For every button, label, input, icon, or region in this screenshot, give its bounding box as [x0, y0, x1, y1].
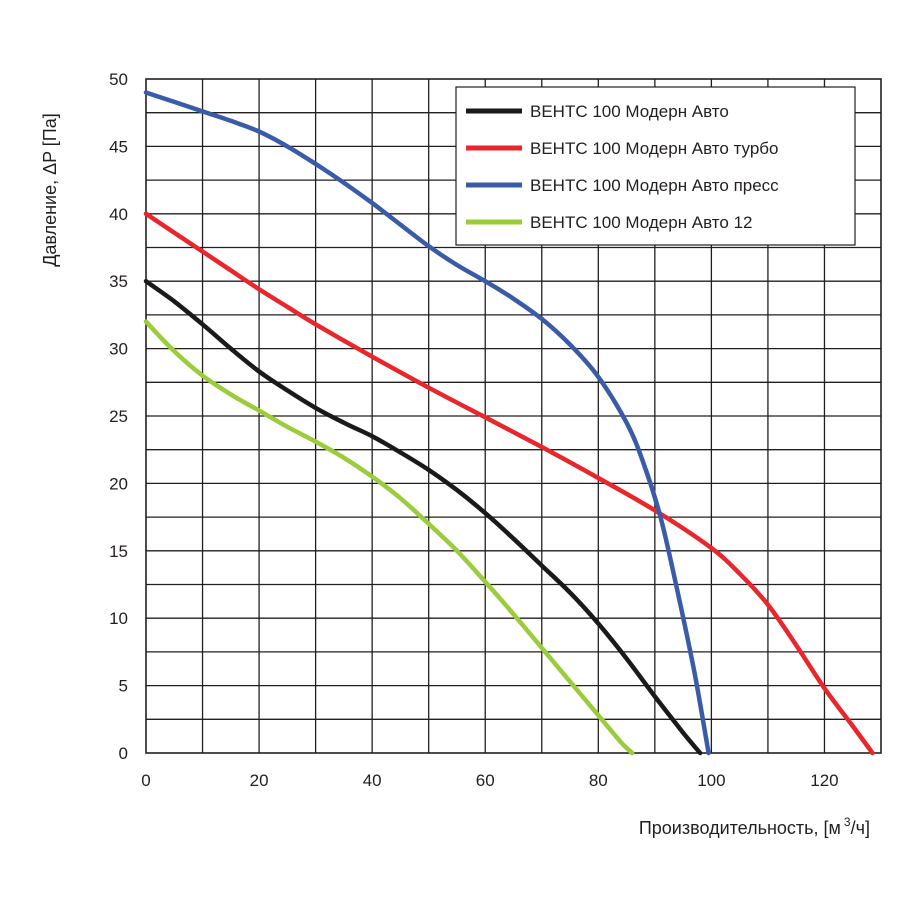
y-tick-label: 40 — [109, 205, 128, 224]
x-tick-label: 0 — [141, 771, 150, 790]
x-tick-label: 20 — [250, 771, 269, 790]
legend-box — [455, 86, 856, 246]
legend-label-4: ВЕНТС 100 Модерн Авто 12 — [530, 213, 752, 232]
y-tick-label: 50 — [109, 70, 128, 89]
x-tick-label: 120 — [810, 771, 838, 790]
legend: ВЕНТС 100 Модерн Авто ВЕНТС 100 Модерн Ав… — [455, 86, 856, 246]
series-line-3 — [143, 90, 711, 756]
y-tick-label: 5 — [119, 677, 128, 696]
y-tick-label: 0 — [119, 744, 128, 763]
y-tick-label: 10 — [109, 609, 128, 628]
x-tick-labels: 0 20 40 60 80 100 120 — [141, 771, 838, 790]
x-tick-label: 80 — [589, 771, 608, 790]
x-axis-label-sup: 3 — [844, 815, 851, 829]
plot-frame — [145, 78, 882, 754]
x-tick-label: 100 — [697, 771, 725, 790]
y-tick-label: 45 — [109, 137, 128, 156]
x-tick-label: 60 — [476, 771, 495, 790]
y-tick-label: 25 — [109, 407, 128, 426]
series-lines — [143, 90, 875, 756]
y-tick-label: 15 — [109, 542, 128, 561]
x-axis-label: Производительность, [м 3/ч] — [639, 815, 870, 838]
legend-label-1: ВЕНТС 100 Модерн Авто — [530, 102, 729, 121]
series-line-4 — [143, 319, 635, 756]
y-tick-labels: 0 5 10 15 20 25 30 35 40 45 50 — [109, 70, 128, 763]
series-line-1 — [143, 278, 703, 756]
legend-label-3: ВЕНТС 100 Модерн Авто пресс — [530, 176, 779, 195]
legend-label-2: ВЕНТС 100 Модерн Авто турбо — [530, 139, 779, 158]
y-tick-label: 30 — [109, 340, 128, 359]
y-axis-label: Давление, ΔP [Па] — [40, 113, 60, 267]
y-tick-label: 35 — [109, 272, 128, 291]
series-line-2 — [143, 211, 875, 756]
x-tick-label: 40 — [363, 771, 382, 790]
x-axis-label-tail: /ч] — [851, 818, 870, 838]
y-tick-label: 20 — [109, 474, 128, 493]
x-axis-label-main: Производительность, [м — [639, 818, 841, 838]
